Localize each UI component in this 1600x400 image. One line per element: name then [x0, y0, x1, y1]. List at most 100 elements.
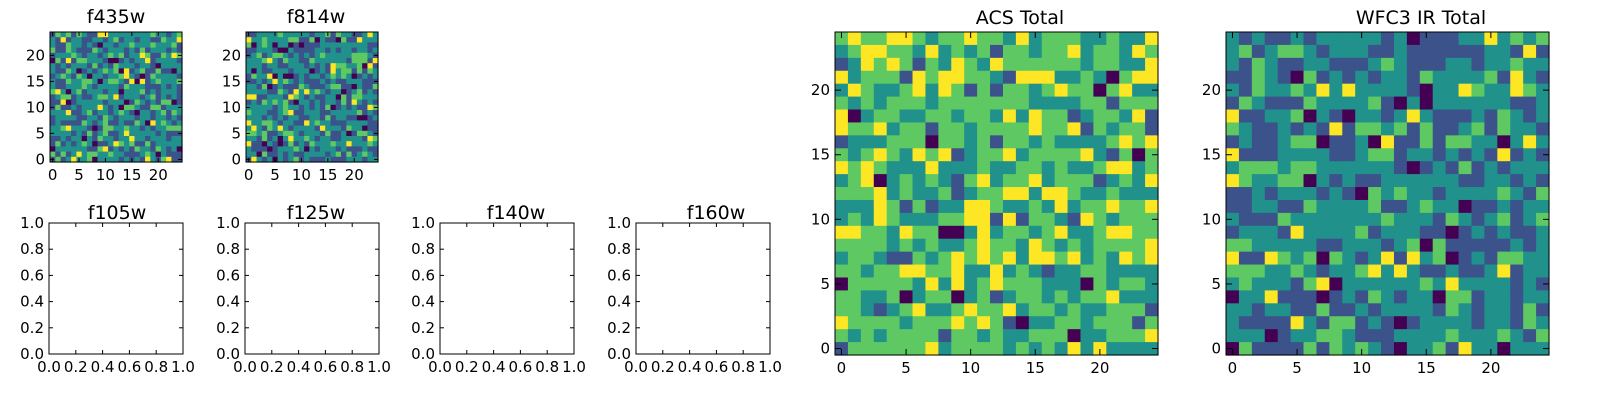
- heatmap-cell: [341, 99, 347, 106]
- heatmap-cell: [108, 58, 114, 64]
- heatmap-cell: [367, 104, 374, 111]
- heatmap-cell: [835, 329, 849, 343]
- heatmap-cell: [293, 89, 300, 95]
- heatmap-cell: [102, 89, 109, 95]
- heatmap-cell: [1368, 96, 1382, 111]
- heatmap-cell: [1028, 264, 1043, 279]
- heatmap-cell: [1080, 329, 1094, 343]
- heatmap-cell: [1368, 199, 1382, 214]
- heatmap-cell: [309, 151, 316, 158]
- heatmap-cell: [60, 156, 67, 163]
- heatmap-cells: [50, 32, 183, 163]
- heatmap-cell: [367, 115, 374, 121]
- heatmap-cell: [1303, 199, 1318, 214]
- heatmap-cell: [325, 151, 332, 158]
- heatmap-cell: [102, 52, 109, 59]
- heatmap-cell: [1342, 135, 1356, 149]
- heatmap-cell: [319, 110, 326, 116]
- heatmap-cell: [1226, 161, 1240, 175]
- heatmap-cell: [1342, 225, 1356, 240]
- heatmap-cell: [97, 110, 104, 116]
- heatmap-cell: [330, 120, 337, 127]
- heatmap-cell: [1303, 187, 1318, 201]
- heatmap-cell: [1484, 238, 1498, 253]
- heatmap-cell: [330, 141, 337, 147]
- heatmap-cell: [1251, 251, 1266, 266]
- heatmap-cell: [92, 120, 99, 127]
- heatmap-cell: [1342, 329, 1356, 343]
- x-tick-label: 5: [270, 166, 280, 184]
- heatmap-cell: [155, 47, 162, 54]
- x-tick-label: 0.6: [313, 358, 337, 376]
- heatmap-cell: [335, 32, 342, 38]
- heatmap-cell: [1002, 238, 1017, 253]
- heatmap-cell: [1342, 303, 1356, 317]
- heatmap-cell: [847, 251, 862, 266]
- heatmap-cell: [160, 99, 167, 106]
- heatmap-cell: [1067, 251, 1082, 266]
- heatmap-cell: [1381, 44, 1395, 59]
- heatmap-cell: [1406, 57, 1421, 72]
- heatmap-cell: [860, 316, 875, 330]
- heatmap-cell: [351, 68, 358, 75]
- heatmap-cell: [1432, 148, 1447, 162]
- heatmap-cell: [1106, 199, 1120, 214]
- heatmap-cell: [92, 130, 99, 137]
- heatmap-cell: [1226, 277, 1240, 291]
- heatmap-cell: [1132, 329, 1146, 343]
- heatmap-cell: [341, 110, 347, 116]
- heatmap-cell: [899, 316, 914, 330]
- heatmap-cell: [372, 110, 379, 116]
- heatmap-cell: [1303, 148, 1318, 162]
- heatmap-cell: [118, 146, 125, 153]
- axes-frame: [49, 31, 183, 163]
- heatmap-cell: [964, 212, 978, 227]
- heatmap-cell: [1510, 316, 1524, 330]
- heatmap-cell: [362, 32, 369, 38]
- heatmap-cell: [86, 68, 93, 75]
- heatmap-cell: [314, 104, 321, 111]
- heatmap-cell: [1277, 122, 1292, 136]
- heatmap-cell: [139, 130, 146, 137]
- heatmap-cell: [367, 63, 374, 69]
- heatmap-cell: [81, 141, 88, 147]
- heatmap-cell: [341, 89, 347, 95]
- heatmap-cell: [293, 32, 300, 38]
- heatmap-cell: [123, 63, 130, 69]
- heatmap-cell: [1406, 290, 1421, 304]
- x-tick-label: 0.4: [482, 358, 506, 376]
- heatmap-cell: [1015, 251, 1030, 266]
- heatmap-cell: [293, 146, 300, 153]
- x-tick-label: 0: [48, 166, 58, 184]
- heatmap-cell: [76, 146, 83, 153]
- heatmap-cell: [1393, 109, 1408, 124]
- y-tick-label: 1.0: [20, 214, 44, 232]
- heatmap-cell: [356, 84, 363, 90]
- heatmap-cell: [990, 290, 1004, 304]
- heatmap-cell: [92, 156, 99, 163]
- heatmap-cell: [1536, 316, 1550, 330]
- heatmap-cell: [1432, 83, 1447, 98]
- heatmap-cell: [86, 63, 93, 69]
- heatmap-cell: [835, 44, 849, 59]
- heatmap-cell: [860, 148, 875, 162]
- heatmap-cell: [977, 303, 991, 317]
- heatmap-cell: [1445, 212, 1460, 227]
- heatmap-cell: [951, 238, 965, 253]
- heatmap-cell: [346, 58, 353, 64]
- heatmap-cell: [277, 78, 284, 85]
- heatmap-cell: [256, 146, 263, 153]
- heatmap-cell: [60, 84, 67, 90]
- heatmap-cell: [1251, 277, 1266, 291]
- heatmap-cell: [261, 42, 268, 49]
- heatmap-cell: [113, 104, 120, 111]
- heatmap-cell: [990, 148, 1004, 162]
- x-tick-label: 0.6: [704, 358, 728, 376]
- heatmap-cell: [1510, 57, 1524, 72]
- heatmap-cell: [1303, 161, 1318, 175]
- heatmap-cell: [139, 136, 146, 142]
- y-tick-label: 0.4: [20, 293, 44, 311]
- heatmap-cell: [150, 42, 157, 49]
- heatmap-cell: [123, 151, 130, 158]
